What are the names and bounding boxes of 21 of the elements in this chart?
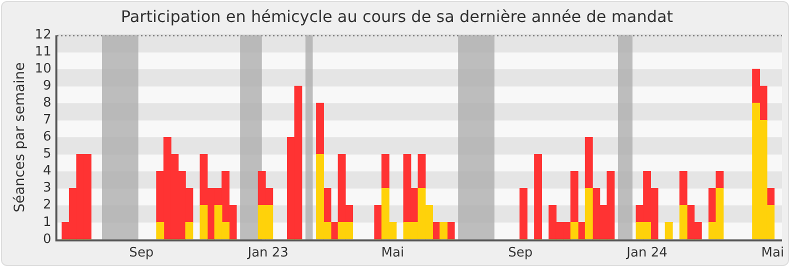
x-tick-label: Jan 24	[626, 246, 668, 261]
y-tick-label: 2	[43, 198, 52, 213]
x-tick-label: Jan 23	[246, 246, 288, 261]
x-tick-label: Sep	[508, 246, 533, 261]
y-tick-label: 6	[43, 130, 52, 145]
y-tick-label: 1	[43, 214, 52, 230]
y-tick-label: 3	[43, 180, 52, 196]
y-tick-label: 0	[43, 232, 52, 247]
y-tick-label: 8	[43, 96, 52, 111]
y-tick-label: 7	[43, 112, 52, 128]
y-tick-label: 9	[43, 78, 52, 94]
y-tick-label: 4	[43, 164, 52, 179]
x-tick-label: Sep	[129, 246, 154, 261]
chart-title: Participation en hémicycle au cours de sa dernière année de mandat	[120, 6, 674, 26]
y-tick-label: 5	[43, 146, 52, 162]
y-tick-label: 12	[34, 28, 52, 43]
x-tick-label: Mai	[381, 246, 404, 261]
y-axis-title: Séances par semaine	[12, 62, 28, 212]
x-tick-label: Mai	[761, 246, 784, 261]
y-tick-label: 11	[34, 44, 52, 60]
y-tick-label: 10	[34, 62, 52, 77]
